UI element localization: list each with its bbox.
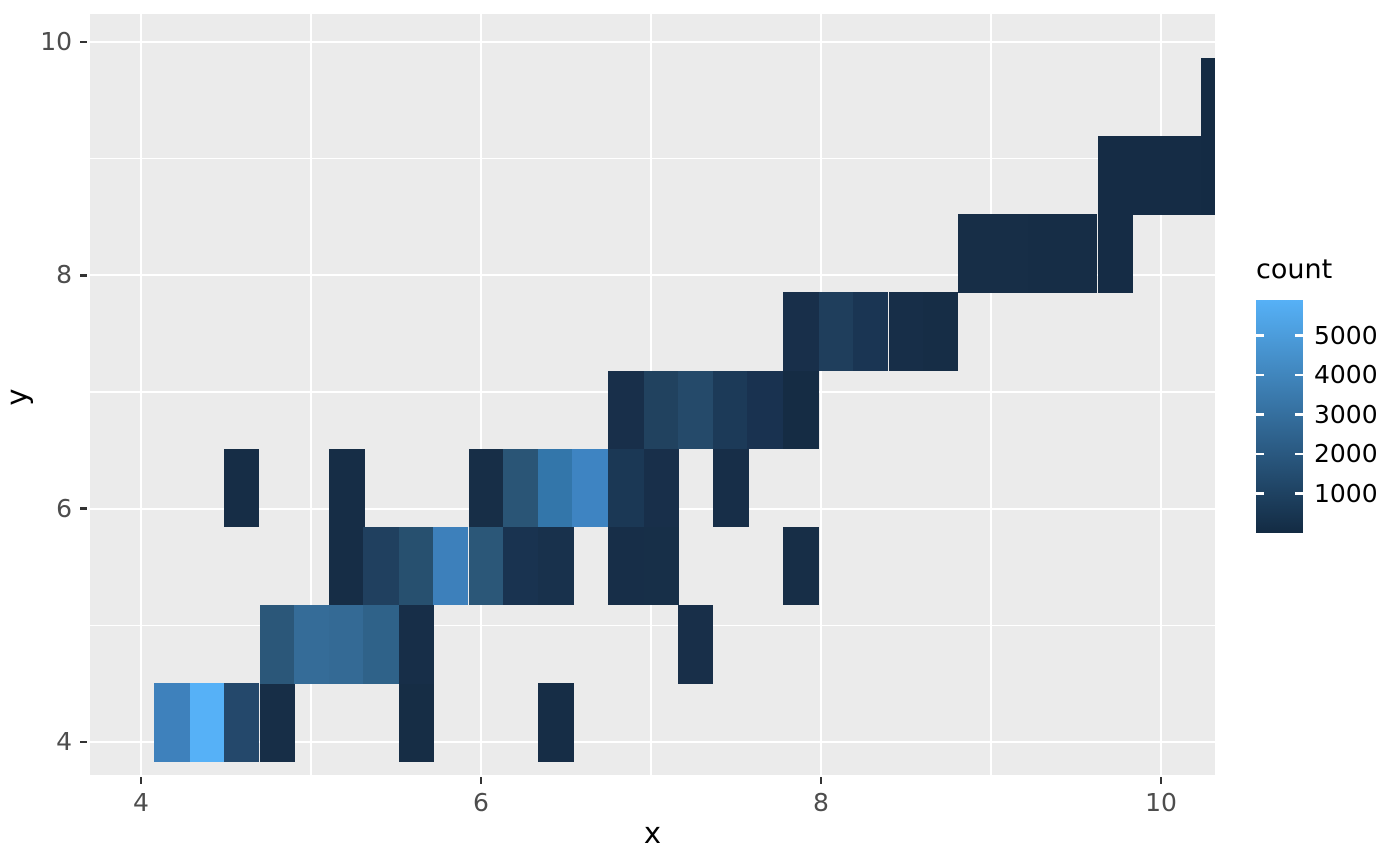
heatmap-cell bbox=[398, 526, 435, 606]
heatmap-cell bbox=[538, 526, 574, 606]
heatmap-cell bbox=[608, 526, 644, 606]
gridline-minor-x bbox=[310, 14, 312, 775]
legend-tick-mark bbox=[1256, 452, 1264, 456]
heatmap-cell bbox=[677, 370, 714, 450]
heatmap-cell bbox=[713, 448, 749, 528]
heatmap-cell bbox=[502, 448, 539, 528]
heatmap-cell bbox=[783, 292, 819, 371]
y-tick-label: 8 bbox=[56, 260, 72, 290]
heatmap-cell bbox=[608, 370, 644, 450]
heatmap-cell bbox=[468, 448, 505, 528]
heatmap-cell bbox=[643, 370, 680, 450]
legend-tick-mark bbox=[1256, 334, 1264, 337]
heatmap-cell bbox=[329, 605, 365, 684]
legend-tick-label: 1000 bbox=[1314, 478, 1378, 508]
heatmap-cell bbox=[1027, 214, 1064, 293]
heatmap-cell bbox=[783, 370, 819, 450]
heatmap-cell bbox=[1061, 214, 1098, 293]
heatmap-cell bbox=[888, 292, 925, 371]
gridline-minor-y bbox=[90, 624, 1215, 626]
gridline-major-x bbox=[479, 14, 483, 775]
y-tick-mark bbox=[80, 740, 87, 744]
x-tick-label: 10 bbox=[1145, 788, 1177, 817]
y-tick-label: 6 bbox=[56, 493, 72, 523]
x-axis-label: x bbox=[643, 816, 662, 850]
heatmap-cell bbox=[398, 605, 435, 684]
heatmap-cell bbox=[502, 526, 539, 606]
heatmap-cell bbox=[259, 605, 296, 684]
heatmap-cell bbox=[643, 448, 680, 528]
legend-tick-label: 2000 bbox=[1314, 439, 1378, 469]
gridline-major-x bbox=[139, 14, 143, 775]
heatmap-cell bbox=[1167, 136, 1203, 215]
plot-panel bbox=[90, 14, 1215, 775]
x-tick-mark bbox=[139, 777, 143, 784]
legend-tick-label: 4000 bbox=[1314, 360, 1378, 390]
y-tick-mark bbox=[80, 507, 87, 510]
x-tick-label: 8 bbox=[813, 788, 829, 817]
heatmap-cell bbox=[1131, 136, 1168, 215]
legend-tick-mark bbox=[1295, 492, 1303, 495]
heatmap-cell bbox=[538, 683, 574, 762]
legend-tick-mark bbox=[1256, 373, 1264, 377]
legend-tick-mark bbox=[1295, 413, 1303, 416]
heatmap-cell bbox=[432, 526, 469, 606]
legend-tick-mark bbox=[1295, 452, 1303, 456]
x-tick-label: 6 bbox=[473, 788, 489, 817]
heatmap-cell bbox=[1201, 136, 1215, 215]
legend-tick-mark bbox=[1295, 373, 1303, 377]
gridline-major-y bbox=[90, 40, 1215, 44]
heatmap-cell bbox=[852, 292, 889, 371]
heatmap-cell bbox=[747, 370, 783, 450]
heatmap-cell bbox=[783, 526, 819, 606]
heatmap-cell bbox=[259, 683, 296, 762]
heatmap-cell bbox=[293, 605, 330, 684]
x-tick-mark bbox=[1159, 777, 1163, 784]
heatmap-cell bbox=[572, 448, 608, 528]
heatmap-cell bbox=[538, 448, 574, 528]
heatmap-cell bbox=[608, 448, 644, 528]
gridline-major-y bbox=[90, 274, 1215, 277]
heatmap-cell bbox=[1201, 57, 1215, 137]
heatmap-cell bbox=[958, 214, 994, 293]
heatmap-cell bbox=[154, 683, 190, 762]
heatmap-cell bbox=[223, 683, 260, 762]
heatmap-cell bbox=[398, 683, 435, 762]
gridline-minor-x bbox=[990, 14, 992, 775]
legend-title: count bbox=[1256, 254, 1333, 285]
heatmap-cell bbox=[223, 448, 260, 528]
legend-tick-mark bbox=[1256, 492, 1264, 495]
heatmap-cell bbox=[468, 526, 505, 606]
y-axis-label: y bbox=[0, 388, 34, 406]
heatmap-cell bbox=[363, 526, 399, 606]
heatmap-cell bbox=[363, 605, 399, 684]
heatmap-cell bbox=[1097, 136, 1134, 215]
heatmap-cell bbox=[922, 292, 959, 371]
heatmap-cell bbox=[713, 370, 749, 450]
heatmap-cell bbox=[1097, 214, 1134, 293]
heatmap-cell bbox=[677, 605, 714, 684]
legend-tick-label: 5000 bbox=[1314, 320, 1378, 350]
y-tick-mark bbox=[80, 40, 87, 44]
gridline-minor-y bbox=[90, 158, 1215, 160]
gridline-major-x bbox=[819, 14, 823, 775]
heatmap-cell bbox=[329, 526, 365, 606]
x-tick-mark bbox=[819, 777, 823, 784]
x-tick-mark bbox=[479, 777, 483, 784]
heatmap-cell bbox=[189, 683, 226, 762]
legend-tick-mark bbox=[1295, 334, 1303, 337]
heatmap-cell bbox=[992, 214, 1028, 293]
legend-tick-mark bbox=[1256, 413, 1264, 416]
x-tick-label: 4 bbox=[133, 788, 149, 817]
y-tick-mark bbox=[80, 274, 87, 277]
gridline-major-x bbox=[1159, 14, 1163, 775]
gridline-major-y bbox=[90, 740, 1215, 744]
heatmap-cell bbox=[329, 448, 365, 528]
y-tick-label: 10 bbox=[40, 26, 72, 56]
legend-tick-label: 3000 bbox=[1314, 399, 1378, 429]
heatmap-cell bbox=[818, 292, 855, 371]
y-tick-label: 4 bbox=[56, 727, 72, 756]
heatmap-cell bbox=[643, 526, 680, 606]
